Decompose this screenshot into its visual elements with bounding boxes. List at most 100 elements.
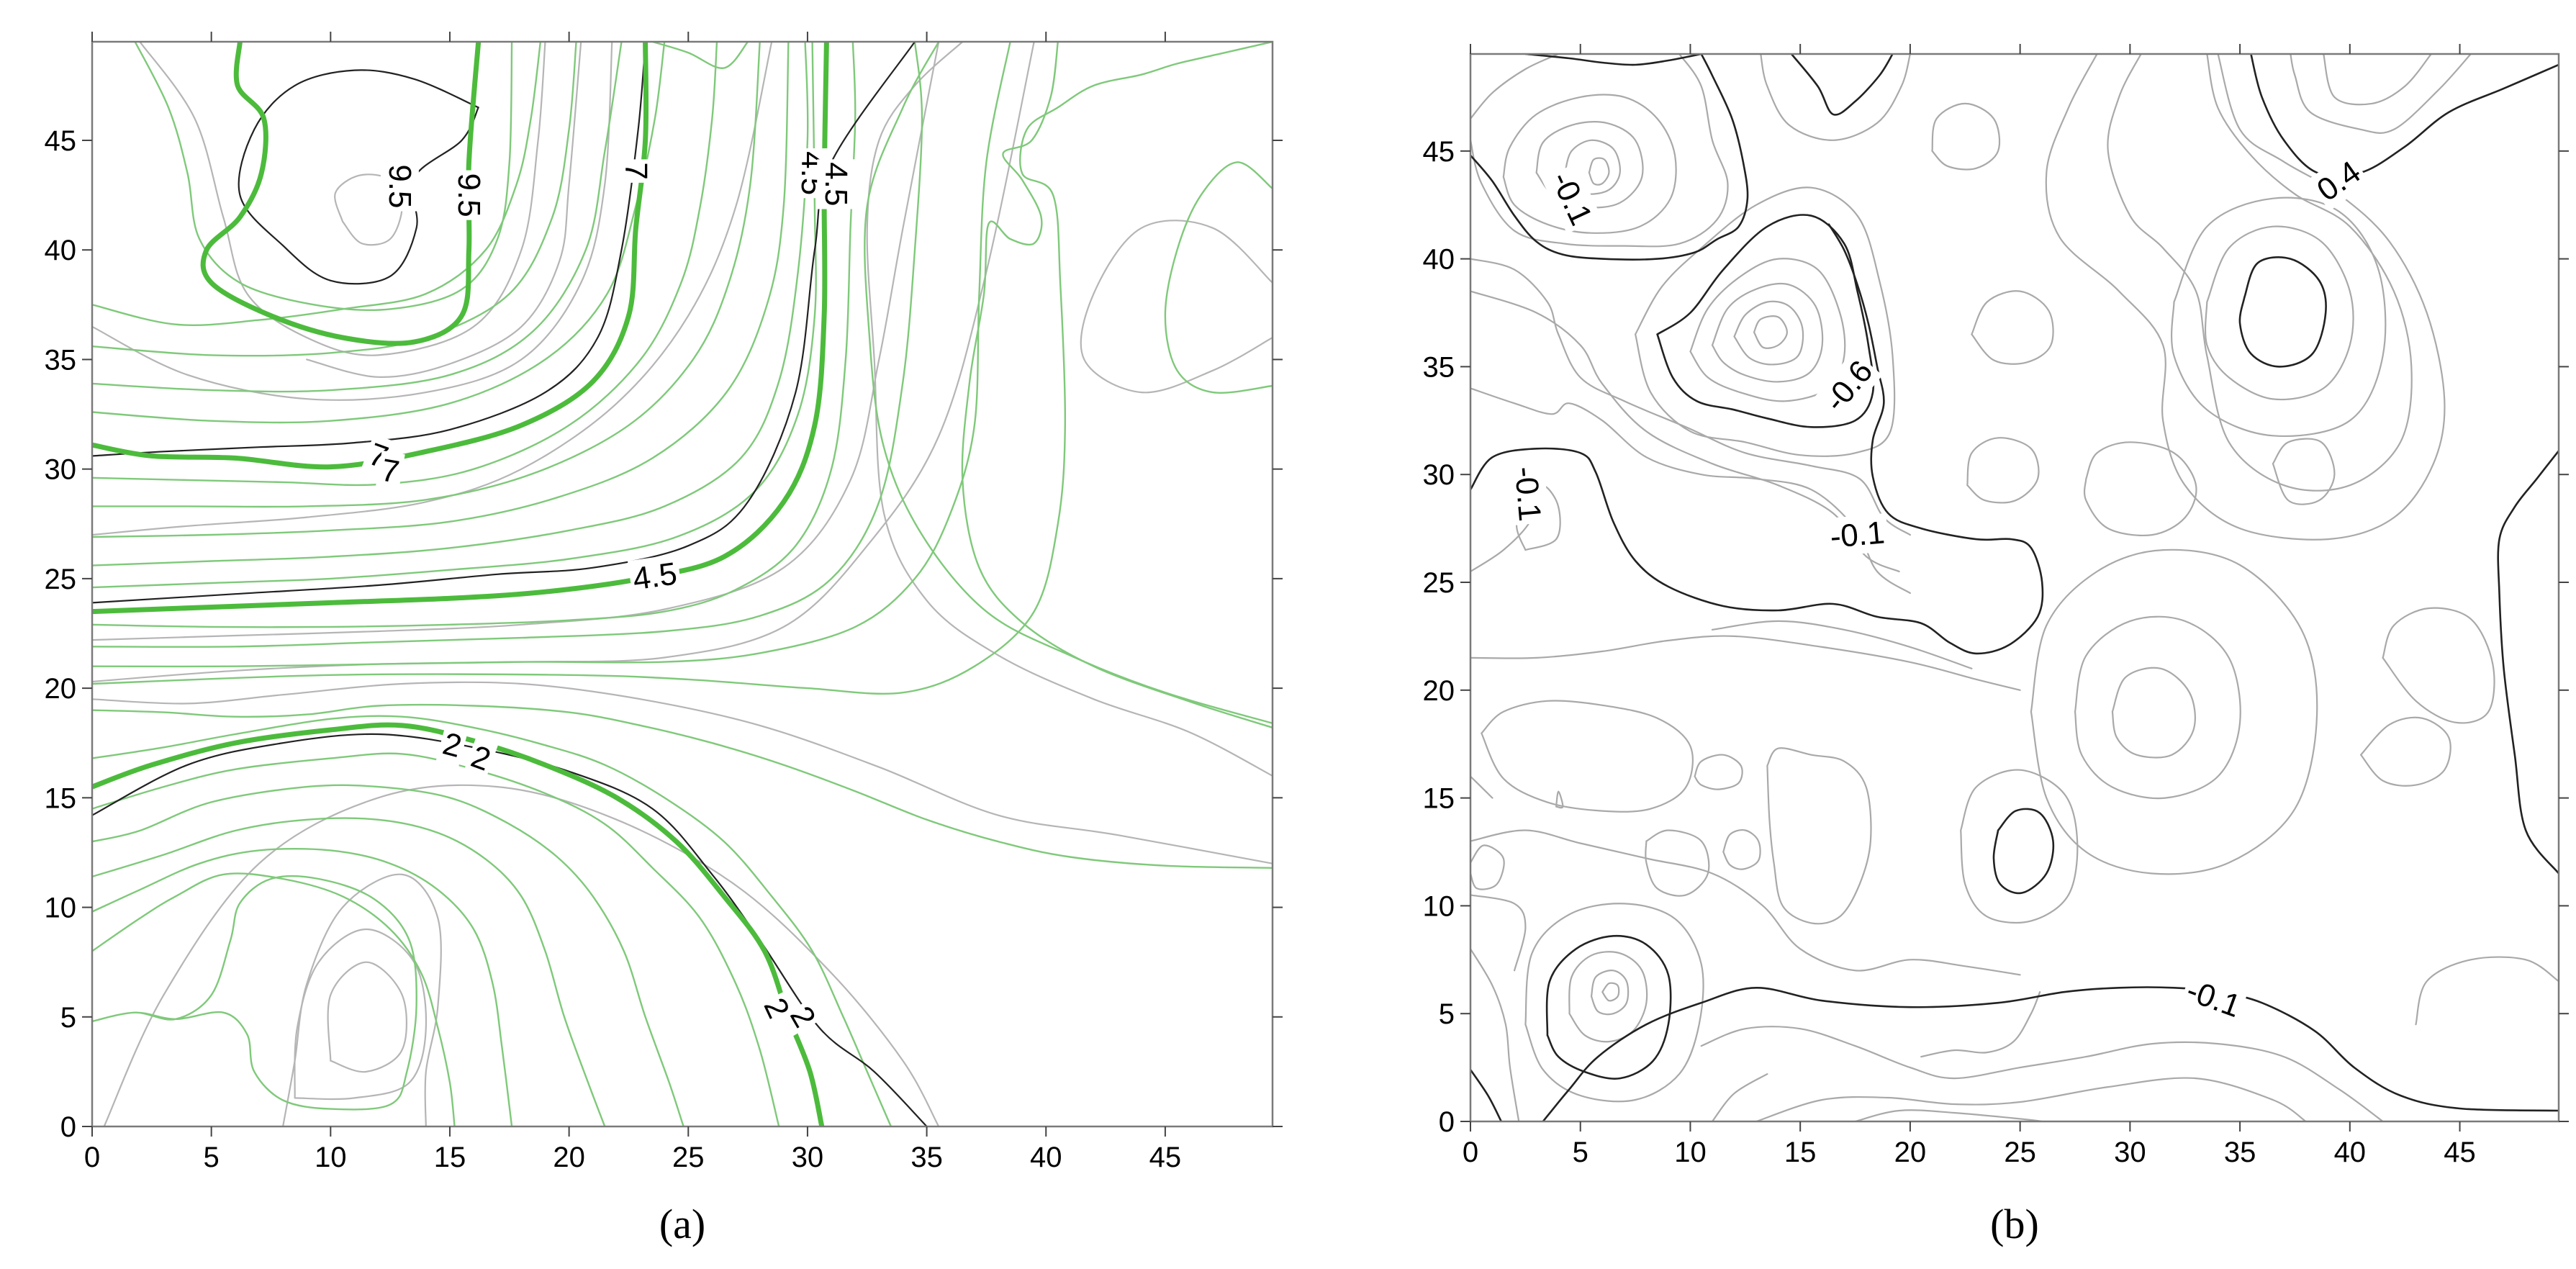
black-contour-line <box>2238 256 2327 368</box>
black-contour-line <box>2250 54 2559 178</box>
y-tick-label: 20 <box>45 673 77 705</box>
x-tick-label: 25 <box>2004 1137 2036 1168</box>
x-tick-label: 0 <box>84 1142 100 1173</box>
x-tick-label: 30 <box>792 1142 824 1173</box>
gray-contour-line <box>306 42 582 378</box>
gray-contour-line <box>92 42 940 641</box>
plot-frame <box>1469 53 2560 1123</box>
gray-contour-line <box>1760 54 1911 141</box>
y-tick-label: 25 <box>45 564 77 595</box>
green-contour-line <box>92 42 761 508</box>
gray-contour-line <box>1966 437 2040 504</box>
panel-b-black-contours <box>1470 54 2559 1121</box>
x-tick-label: 40 <box>2334 1137 2367 1168</box>
contour-label-background <box>1506 462 1550 526</box>
gray-contour-line <box>1971 290 2054 365</box>
gray-contour-line <box>866 42 1273 777</box>
contour-label-background <box>754 989 799 1027</box>
green-contour-line <box>92 42 817 589</box>
panel-a-caption: (a) <box>659 1201 705 1247</box>
y-tick-label: 5 <box>60 1002 76 1034</box>
contour-label: 0.4 <box>2310 154 2367 208</box>
green-contour-line <box>864 42 1273 724</box>
gray-contour-line <box>1722 829 1761 870</box>
panel-b: -0.1 0.4-0.6-0.1-0.1-0.1 0 5 10 15 20 25 30 35 40… <box>1423 44 2569 1247</box>
gray-contour-line <box>2074 615 2241 800</box>
x-tick-label: 25 <box>672 1142 705 1173</box>
x-tick-label: 10 <box>315 1142 347 1173</box>
gray-contour-line <box>2360 716 2451 787</box>
green-contour-line <box>92 752 780 1126</box>
gray-contour-line <box>139 42 546 356</box>
gray-contour-line <box>1524 903 1704 1103</box>
y-tick-label: 40 <box>45 235 77 266</box>
black-contour-line <box>1992 808 2055 895</box>
gray-contour-line <box>1601 982 1620 1002</box>
highlight-contour-line <box>92 42 649 470</box>
green-contour-line <box>92 42 577 357</box>
y-tick-label: 45 <box>45 125 77 157</box>
y-tick-label: 5 <box>1439 998 1455 1030</box>
green-contour-line <box>1164 161 1273 394</box>
gray-contour-line <box>103 784 940 1126</box>
black-contour-line <box>92 42 916 604</box>
gray-contour-line <box>1470 635 2021 691</box>
y-tick-label: 45 <box>1423 136 1455 168</box>
highlight-contour-line <box>92 42 829 615</box>
contour-label-background <box>1815 351 1883 422</box>
green-contour-line <box>651 42 749 69</box>
contour-label-background <box>449 170 488 220</box>
contour-label-background <box>616 159 655 183</box>
green-contour-line <box>92 875 417 1111</box>
x-tick-label: 45 <box>2444 1137 2476 1168</box>
contour-label-background <box>780 997 826 1037</box>
green-contour-line <box>92 872 456 1126</box>
black-contour-line <box>1470 54 1749 261</box>
x-tick-label: 15 <box>1784 1137 1817 1168</box>
y-tick-label: 20 <box>1423 675 1455 707</box>
gray-contour-line <box>92 681 1273 864</box>
contour-label: 9.5 <box>451 173 487 217</box>
gray-contour-line <box>1555 790 1564 809</box>
gray-contour-line <box>282 873 442 1126</box>
x-tick-label: 20 <box>553 1142 585 1173</box>
y-tick-label: 25 <box>1423 567 1455 599</box>
green-contour-line <box>92 42 718 487</box>
green-contour-line <box>92 42 809 566</box>
panel-b-contour-labels: -0.1 0.4-0.6-0.1-0.1-0.1 <box>1506 151 2371 1027</box>
gray-contour-line <box>1502 94 1677 234</box>
contour-label-background <box>375 450 405 492</box>
x-tick-label: 40 <box>1030 1142 1062 1173</box>
panel-b-axes: 0 5 10 15 20 25 30 35 40 45 0 5 10 15 20 25 30 35 40 45 <box>1423 44 2569 1168</box>
gray-contour-line <box>92 42 613 401</box>
y-tick-label: 30 <box>1423 459 1455 491</box>
green-contour-line <box>92 42 857 628</box>
gray-contour-line <box>1645 829 1710 897</box>
x-tick-label: 35 <box>2224 1137 2256 1168</box>
contour-label: 9.5 <box>382 164 417 208</box>
green-contour-line <box>92 42 1011 668</box>
contour-label: 7 <box>618 162 654 179</box>
contour-label-background <box>463 736 499 780</box>
black-contour-line <box>238 69 479 285</box>
contour-label: 4.5 <box>818 162 854 206</box>
gray-contour-line <box>1711 620 1973 669</box>
gray-contour-line <box>1470 894 1527 972</box>
gray-contour-line <box>1080 220 1273 394</box>
gray-contour-line <box>1470 775 1493 799</box>
y-tick-label: 10 <box>45 893 77 924</box>
x-tick-label: 45 <box>1149 1142 1182 1173</box>
black-contour-line <box>1542 986 2559 1121</box>
gray-contour-line <box>1711 1073 1768 1121</box>
x-tick-label: 0 <box>1463 1137 1478 1168</box>
gray-contour-line <box>2323 54 2432 106</box>
y-tick-label: 15 <box>1423 783 1455 815</box>
gray-contour-line <box>1755 1077 2307 1121</box>
gray-contour-line <box>1568 951 1648 1043</box>
gray-contour-line <box>1481 700 1694 813</box>
gray-contour-line <box>327 961 407 1073</box>
green-contour-line <box>92 715 892 1126</box>
black-contour-line <box>1470 223 2044 655</box>
contour-label-background <box>2308 151 2371 212</box>
